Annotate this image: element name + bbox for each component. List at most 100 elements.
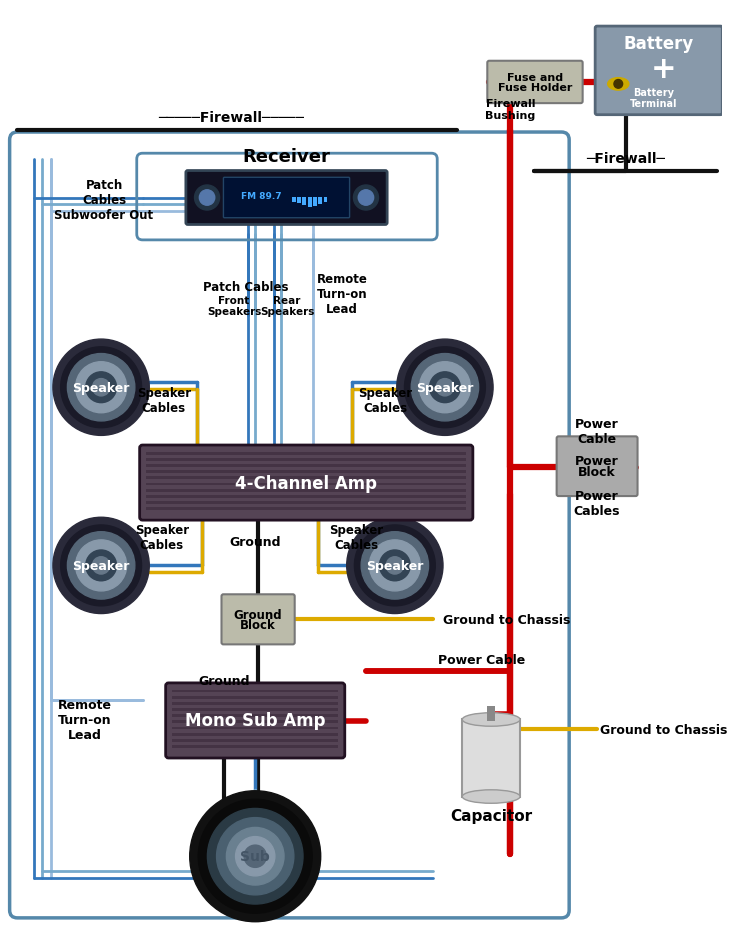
Text: Power Cable: Power Cable — [438, 653, 526, 666]
Circle shape — [86, 550, 116, 582]
Bar — [308, 197, 311, 208]
Text: Ground: Ground — [234, 608, 283, 621]
Circle shape — [380, 550, 410, 582]
Circle shape — [430, 373, 460, 403]
Circle shape — [208, 809, 303, 904]
Circle shape — [236, 836, 274, 876]
Bar — [146, 471, 466, 474]
Bar — [146, 459, 466, 462]
Circle shape — [68, 354, 135, 421]
Circle shape — [53, 517, 149, 614]
Text: Battery: Battery — [623, 35, 694, 54]
Text: Power
Cables: Power Cables — [574, 489, 620, 517]
Circle shape — [369, 540, 420, 591]
Bar — [172, 702, 338, 705]
Text: Speaker
Cables: Speaker Cables — [135, 523, 189, 551]
Text: Ground to Chassis: Ground to Chassis — [443, 614, 571, 626]
FancyBboxPatch shape — [166, 683, 345, 758]
Text: Remote
Turn-on
Lead: Remote Turn-on Lead — [58, 699, 112, 741]
Text: 4-Channel Amp: 4-Channel Amp — [236, 474, 377, 492]
Bar — [313, 197, 316, 207]
Circle shape — [53, 340, 149, 436]
Bar — [172, 690, 338, 693]
Bar — [172, 696, 338, 699]
Text: Speaker: Speaker — [416, 381, 473, 395]
Circle shape — [92, 379, 110, 396]
FancyBboxPatch shape — [140, 446, 472, 520]
Bar — [172, 727, 338, 730]
Text: ─Firewall─: ─Firewall─ — [586, 152, 665, 166]
FancyBboxPatch shape — [186, 172, 387, 226]
Text: Block: Block — [240, 618, 276, 632]
Circle shape — [200, 191, 214, 206]
Text: Capacitor: Capacitor — [450, 808, 532, 823]
Circle shape — [614, 80, 622, 89]
Circle shape — [419, 362, 470, 413]
Text: Patch
Cables
Subwoofer Out: Patch Cables Subwoofer Out — [55, 178, 154, 222]
Circle shape — [346, 517, 443, 614]
Text: Mono Sub Amp: Mono Sub Amp — [185, 712, 326, 730]
Bar — [172, 715, 338, 717]
Bar — [488, 706, 495, 721]
Text: FM 89.7: FM 89.7 — [241, 192, 281, 201]
Circle shape — [68, 532, 135, 599]
Bar — [146, 483, 466, 486]
Text: Speaker: Speaker — [73, 381, 130, 395]
Bar — [146, 501, 466, 504]
Text: Speaker: Speaker — [73, 559, 130, 572]
FancyBboxPatch shape — [488, 61, 583, 104]
Bar — [146, 452, 466, 455]
Text: Ground: Ground — [230, 535, 281, 548]
Text: Sub: Sub — [240, 850, 270, 864]
Circle shape — [244, 845, 266, 868]
Bar — [172, 708, 338, 711]
Ellipse shape — [462, 790, 520, 803]
FancyBboxPatch shape — [221, 595, 295, 645]
Text: +: + — [651, 55, 676, 84]
Circle shape — [355, 526, 435, 606]
Text: Remote
Turn-on
Lead: Remote Turn-on Lead — [316, 273, 368, 316]
Ellipse shape — [608, 78, 628, 91]
Bar — [318, 197, 322, 205]
Text: Speaker
Cables: Speaker Cables — [329, 523, 383, 551]
Bar — [302, 197, 306, 206]
Circle shape — [61, 347, 142, 429]
Text: Speaker: Speaker — [366, 559, 424, 572]
Circle shape — [61, 526, 142, 606]
Text: Speakers: Speakers — [207, 307, 261, 317]
Bar — [323, 197, 328, 203]
Text: Fuse Holder: Fuse Holder — [498, 83, 572, 93]
Bar — [146, 489, 466, 492]
Text: Rear: Rear — [273, 295, 301, 305]
Text: Front: Front — [218, 295, 250, 305]
Text: Battery
Terminal: Battery Terminal — [630, 88, 678, 110]
Bar — [172, 739, 338, 742]
Circle shape — [386, 557, 404, 575]
Bar — [297, 197, 301, 204]
Circle shape — [76, 540, 127, 591]
Bar — [146, 508, 466, 511]
Circle shape — [404, 347, 485, 429]
Bar — [172, 746, 338, 748]
Bar — [146, 477, 466, 480]
Bar — [462, 719, 520, 797]
Bar — [146, 464, 466, 467]
Text: Block: Block — [578, 465, 616, 479]
Text: Power
Cable: Power Cable — [575, 417, 619, 446]
Text: ─────Firewall─────: ─────Firewall───── — [158, 110, 304, 125]
Circle shape — [198, 800, 312, 913]
Text: Patch Cables: Patch Cables — [202, 280, 288, 294]
FancyBboxPatch shape — [224, 178, 350, 218]
Circle shape — [362, 532, 428, 599]
Text: Firewall
Bushing: Firewall Bushing — [485, 99, 536, 121]
Circle shape — [190, 791, 321, 921]
Text: Ground to Chassis: Ground to Chassis — [600, 723, 728, 735]
Bar — [172, 733, 338, 735]
Circle shape — [358, 191, 374, 206]
Text: Receiver: Receiver — [242, 147, 331, 165]
Bar — [292, 197, 296, 202]
Circle shape — [92, 557, 110, 575]
Circle shape — [226, 828, 284, 885]
Circle shape — [436, 379, 454, 396]
Circle shape — [194, 186, 220, 211]
